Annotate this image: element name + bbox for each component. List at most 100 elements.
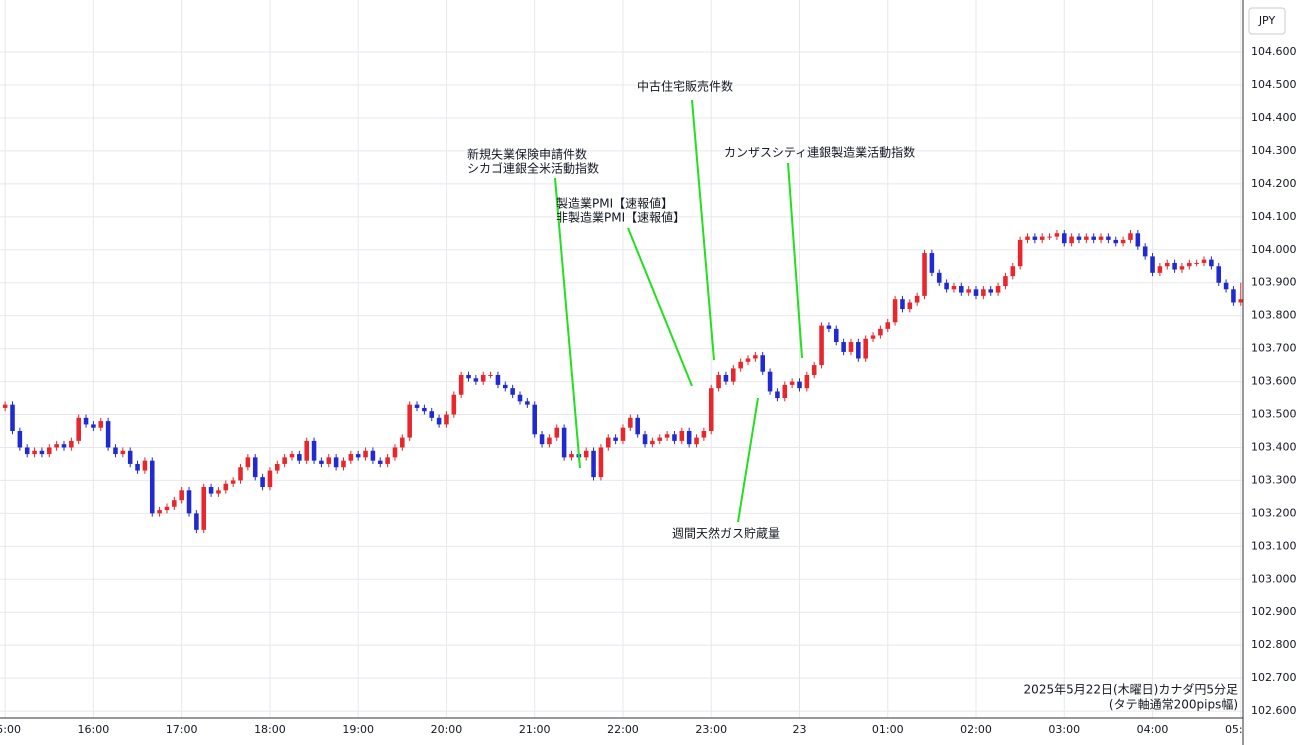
candle-body [1017,239,1023,267]
candle-body [238,467,243,481]
candle-body [46,447,52,455]
candle-body [422,407,427,412]
candle-body [32,450,37,455]
candle-body [760,355,765,372]
candle-body [1142,246,1148,257]
candle-body [245,457,251,468]
y-tick-label: 104.000 [1251,243,1297,256]
candle-body [782,384,788,399]
candle-body [922,253,927,296]
candle-body [789,381,795,385]
x-tick-label: 20:00 [431,723,463,736]
candle-body [863,338,868,359]
candle-body [319,460,324,464]
candle-body [466,374,471,379]
candle-body [532,404,537,435]
candle-body [98,421,104,428]
candle-body [539,434,545,445]
y-tick-label: 103.000 [1251,572,1297,585]
candle-body [113,447,118,455]
candle-body [267,470,273,488]
candle-body [252,457,258,478]
candle-body [1098,236,1104,240]
candle-body [767,371,773,392]
y-tick-label: 104.500 [1251,78,1297,91]
candle-body [436,417,442,425]
candle-body [1091,236,1096,240]
candle-body [333,457,339,468]
candle-body [716,374,721,389]
candle-body [804,374,810,389]
candle-body [554,427,560,438]
annotation-text: 製造業PMI【速報値】 [556,196,673,211]
candle-body [745,358,751,362]
candle-body [620,427,626,441]
y-unit: JPY [1258,14,1276,27]
candle-body [1003,276,1008,287]
candle-body [1047,236,1052,238]
x-tick-label: 04:00 [1137,723,1169,736]
candle-body [591,450,596,478]
candle-body [907,302,913,310]
candle-body [708,388,714,431]
candle-body [69,440,74,448]
candle-body [1164,262,1170,267]
candle-body [1150,256,1155,273]
candle-body [1106,236,1111,240]
candle-body [1054,233,1060,237]
candle-body [61,444,67,448]
caption: (タテ軸通常200pips幅) [1109,697,1238,712]
candle-body [304,440,309,461]
candle-body [679,430,685,441]
candle-body [348,454,354,461]
candle-body [988,289,994,293]
candle-body [892,299,898,323]
y-tick-label: 103.600 [1251,375,1297,388]
candle-body [1025,236,1030,240]
grid [0,0,1243,718]
unit-box [1248,7,1286,35]
annotation-text: カンザスシティ連銀製造業活動指数 [724,145,915,160]
candle-body [1201,259,1207,263]
candle-body [929,253,935,273]
candle-body [775,391,780,399]
candle-body [429,411,435,418]
candle-body [1135,233,1141,247]
candle-body [753,355,758,359]
candle-body [605,437,611,448]
candle-body [981,289,986,296]
candle-body [311,440,317,461]
candle-body [1231,289,1236,303]
candle-body [458,374,464,395]
annotation-text: シカゴ連銀全米活動指数 [467,161,599,176]
candle-body [1069,236,1074,244]
candle-body [1223,282,1229,290]
y-tick-label: 102.800 [1251,638,1297,651]
candle-body [230,480,236,484]
candle-body [289,454,295,458]
x-tick-label: 02:00 [960,723,992,736]
candle-body [24,447,30,455]
y-tick-label: 103.200 [1251,506,1297,519]
annotation-line [737,397,759,523]
axes: 102.600 102.700 102.800 102.900 103.000 103.1… [0,45,1297,736]
candle-body [172,500,177,507]
candle-body [142,460,148,471]
annotation-text: 中古住宅販売件数 [637,79,733,94]
x-tick-label: 23 [792,723,806,736]
candle-body [370,450,376,461]
candle-body [17,430,23,448]
candle-body [275,463,280,471]
candle-body [841,342,846,352]
candle-body [149,460,155,514]
candle-body [216,490,221,494]
candle-body [959,286,964,293]
candle-body [686,430,692,445]
candle-body [1076,236,1082,240]
candle-body [1128,233,1133,240]
candle-body [414,404,420,408]
candle-body [392,447,398,458]
candle-body [1084,236,1089,240]
y-tick-label: 104.100 [1251,210,1297,223]
x-tick-labels: 15:00 16:00 17:00 18:00 19:00 20:00 21:00 22:00… [0,723,1243,736]
